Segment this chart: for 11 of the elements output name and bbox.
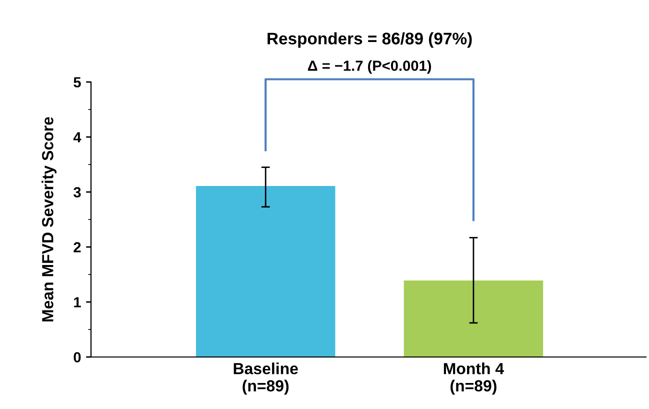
y-tick-label: 1	[74, 297, 81, 308]
x-tick-label: Baseline (n=89)	[234, 362, 298, 395]
x-tick-label: Month 4 (n=89)	[444, 362, 504, 395]
chart-title: Responders = 86/89 (97%)	[268, 32, 472, 48]
y-axis-title: Mean MFVD Severity Score	[42, 117, 56, 322]
y-tick-label: 5	[74, 77, 81, 88]
y-tick-label: 4	[73, 132, 82, 142]
y-tick-label: 3	[74, 187, 81, 198]
text: Δ = −1.7 (P<0.001)	[308, 60, 432, 74]
y-tick-label: 2	[74, 242, 81, 252]
y-tick-label: 0	[74, 352, 81, 362]
